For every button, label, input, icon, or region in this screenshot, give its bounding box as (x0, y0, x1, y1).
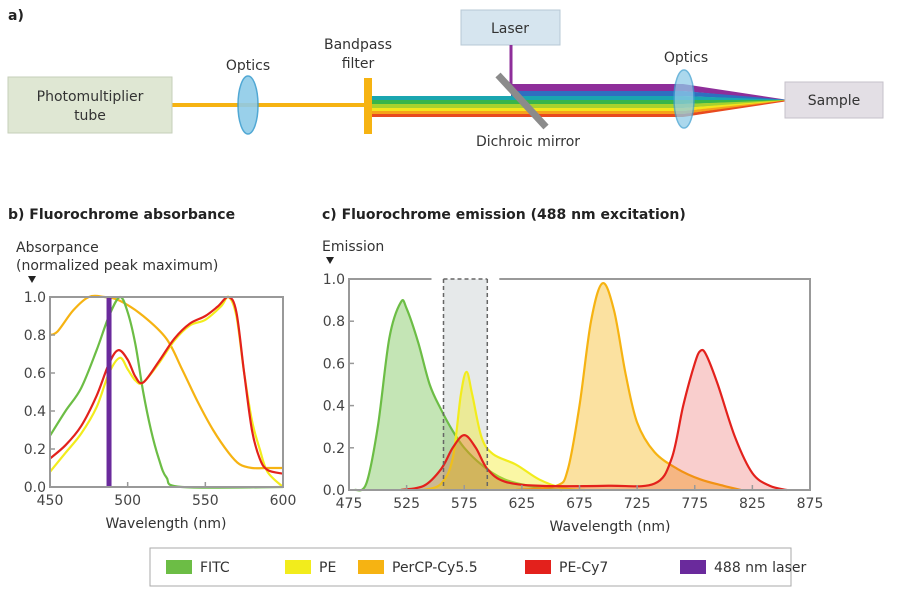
series-area-PE-Cy7 (400, 349, 787, 490)
y-tick-label: 0.6 (323, 356, 345, 372)
absorbance-chart-title: b) Fluorochrome absorbance (8, 207, 235, 223)
legend-swatch (285, 560, 311, 574)
plot-frame (49, 296, 284, 488)
pmt-label-line1: Photomultiplier (37, 89, 144, 105)
photomultiplier-tube-box (7, 76, 173, 134)
emission-y-label: Emission (322, 239, 384, 255)
absorbance-chart: b) Fluorochrome absorbance Absorpance (n… (8, 207, 296, 532)
series-line-PE-Cy7 (400, 348, 788, 492)
y-tick-label: 1.0 (24, 290, 46, 306)
series-line-PE (423, 370, 586, 492)
series-area-PE (423, 371, 586, 490)
legend-label: FITC (200, 560, 230, 576)
emission-x-label: Wavelength (nm) (550, 519, 671, 535)
series-layer (49, 294, 284, 489)
series-line-PerCP-Cy5.5 (49, 294, 283, 470)
x-tick-label: 675 (566, 496, 593, 512)
beam-stripe (372, 100, 785, 114)
beam-stripe (372, 100, 785, 117)
series-line-PerCP-Cy5.5 (515, 282, 742, 492)
series-line-PE-Cy7 (49, 295, 284, 475)
legend-swatch (680, 560, 706, 574)
legend-swatch (166, 560, 192, 574)
absorbance-y-label-line2: (normalized peak maximum) (16, 258, 218, 274)
x-tick-label: 550 (192, 493, 219, 509)
y-tick-label: 0.0 (24, 480, 46, 496)
bandpass-filter (364, 78, 372, 134)
legend-label: PE-Cy7 (559, 560, 608, 576)
x-tick-label: 775 (681, 496, 708, 512)
laser-line (106, 297, 112, 487)
panel-a-label: a) (8, 8, 24, 24)
legend-label: PerCP-Cy5.5 (392, 560, 478, 576)
x-tick-label: 625 (509, 496, 536, 512)
series-line-FITC (354, 299, 563, 492)
bandpass-label-line2: filter (342, 56, 375, 72)
y-tick-label: 0.4 (24, 404, 46, 420)
y-tick-label: 0.0 (323, 483, 345, 499)
absorbance-x-label: Wavelength (nm) (106, 516, 227, 532)
emission-chart-title: c) Fluorochrome emission (488 nm excitat… (322, 207, 686, 223)
plot-area (50, 297, 283, 487)
beam-stripe (511, 91, 785, 101)
y-tick-label: 0.8 (323, 314, 345, 330)
laser-box (460, 9, 561, 46)
legend-item-PerCP-Cy5.5: PerCP-Cy5.5 (358, 560, 478, 576)
y-tick-label: 1.0 (323, 272, 345, 288)
x-tick-label: 450 (37, 493, 64, 509)
optics-lens-right (673, 69, 695, 129)
optics-right-label: Optics (664, 50, 708, 66)
optics-lens-left (237, 75, 259, 135)
beam-stripe (511, 84, 785, 101)
legend-swatch (525, 560, 551, 574)
legend-item-FITC: FITC (166, 560, 230, 576)
bandpass-label-line1: Bandpass (324, 37, 392, 53)
x-tick-label: 600 (270, 493, 297, 509)
legend: FITC PE PerCP-Cy5.5 PE-Cy7 488 nm laser (149, 547, 807, 587)
legend-label: 488 nm laser (714, 560, 807, 576)
dichroic-label: Dichroic mirror (476, 134, 580, 150)
emission-chart: c) Fluorochrome emission (488 nm excitat… (322, 207, 823, 535)
y-tick-label: 0.4 (323, 399, 345, 415)
legend-item-PE-Cy7: PE-Cy7 (525, 560, 608, 576)
x-tick-label: 525 (393, 496, 420, 512)
x-tick-label: 875 (797, 496, 824, 512)
y-tick-label: 0.6 (24, 366, 46, 382)
x-tick-label: 475 (336, 496, 363, 512)
x-tick-label: 575 (451, 496, 478, 512)
series-area-PerCP-Cy5.5 (516, 283, 741, 490)
sample-label: Sample (808, 93, 861, 109)
legend-label: PE (319, 560, 336, 576)
x-tick-label: 500 (114, 493, 141, 509)
series-layer (354, 282, 788, 492)
dichroic-mirror (495, 72, 549, 130)
y-tick-label: 0.8 (24, 328, 46, 344)
flow-cytometer-diagram: a) Photomultiplier tube Optics Bandpass … (7, 8, 884, 150)
x-tick-label: 825 (739, 496, 766, 512)
absorbance-y-label-line1: Absorpance (16, 240, 99, 256)
series-line-FITC (49, 295, 284, 489)
legend-swatch (358, 560, 384, 574)
optics-left-label: Optics (226, 58, 270, 74)
legend-item-PE: PE (285, 560, 336, 576)
pmt-label-line2: tube (74, 108, 106, 124)
sample-box (784, 81, 884, 119)
y-axis-arrow-icon (28, 276, 36, 283)
laser-label: Laser (491, 21, 529, 37)
y-axis-arrow-icon (326, 257, 334, 264)
x-tick-label: 725 (624, 496, 651, 512)
legend-item-488 nm laser: 488 nm laser (680, 560, 807, 576)
y-tick-label: 0.2 (24, 442, 46, 458)
plot-area (349, 279, 810, 490)
y-tick-label: 0.2 (323, 441, 345, 457)
series-area-FITC (354, 300, 563, 491)
emission-beam (372, 84, 785, 117)
